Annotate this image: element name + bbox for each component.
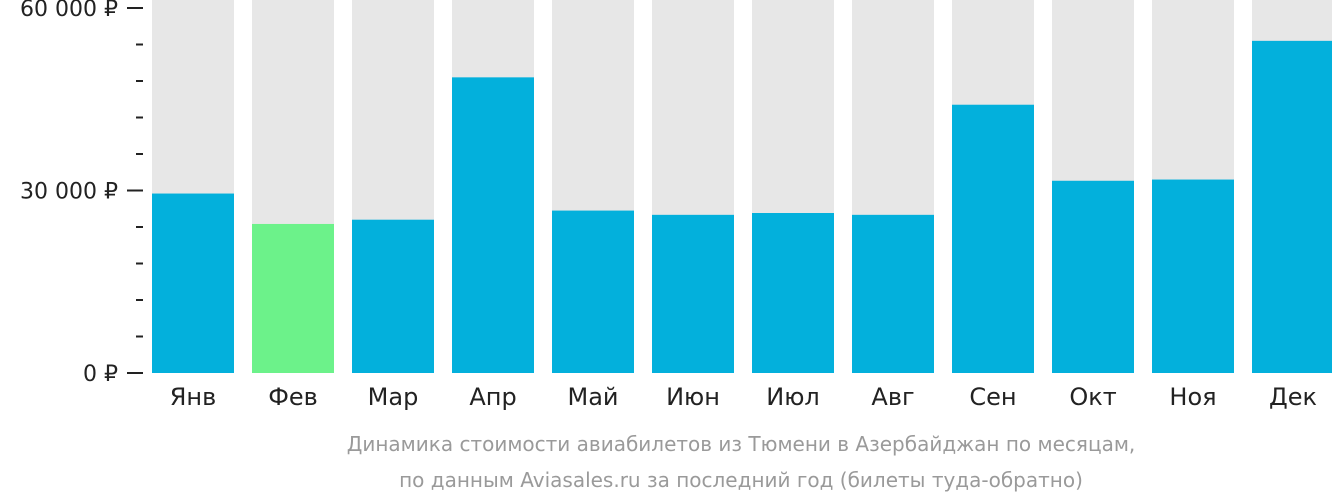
bar-10 — [1052, 180, 1134, 373]
x-tick-label: Авг — [871, 383, 914, 411]
x-tick-label: Фев — [268, 383, 318, 411]
x-axis-labels: Янв Фев Мар Апр Май Июн Июл Авг Сен Окт Ноя Дек — [170, 383, 1317, 411]
x-tick-label: Апр — [469, 383, 516, 411]
x-tick-label: Ноя — [1169, 383, 1216, 411]
bar-3 — [352, 219, 434, 373]
y-axis: 60 000 ₽ 30 000 ₽ 0 ₽ — [20, 0, 143, 387]
y-tick-label: 0 ₽ — [83, 362, 118, 387]
bar-8 — [852, 214, 934, 373]
bars — [152, 40, 1332, 373]
bar-1 — [152, 193, 234, 373]
bar-9 — [952, 104, 1034, 373]
bar-7 — [752, 213, 834, 373]
bar-2 — [252, 223, 334, 373]
chart-caption-line-2: по данным Aviasales.ru за последний год … — [399, 468, 1083, 492]
x-tick-label: Июн — [666, 383, 720, 411]
bar-11 — [1152, 179, 1234, 373]
chart-caption-line-1: Динамика стоимости авиабилетов из Тюмени… — [346, 432, 1136, 456]
bar-6 — [652, 214, 734, 373]
x-tick-label: Май — [567, 383, 618, 411]
bar-12 — [1252, 40, 1332, 373]
y-tick-label: 30 000 ₽ — [20, 180, 118, 205]
price-bar-chart: 60 000 ₽ 30 000 ₽ 0 ₽ Янв Фев Мар Апр Май Июн Ию… — [20, 0, 1332, 411]
x-tick-label: Дек — [1269, 383, 1317, 411]
x-tick-label: Июл — [766, 383, 820, 411]
x-tick-label: Мар — [368, 383, 419, 411]
x-tick-label: Окт — [1069, 383, 1116, 411]
bar-4 — [452, 77, 534, 373]
x-tick-label: Янв — [170, 383, 217, 411]
y-tick-label: 60 000 ₽ — [20, 0, 118, 22]
bar-5 — [552, 210, 634, 373]
x-tick-label: Сен — [969, 383, 1016, 411]
